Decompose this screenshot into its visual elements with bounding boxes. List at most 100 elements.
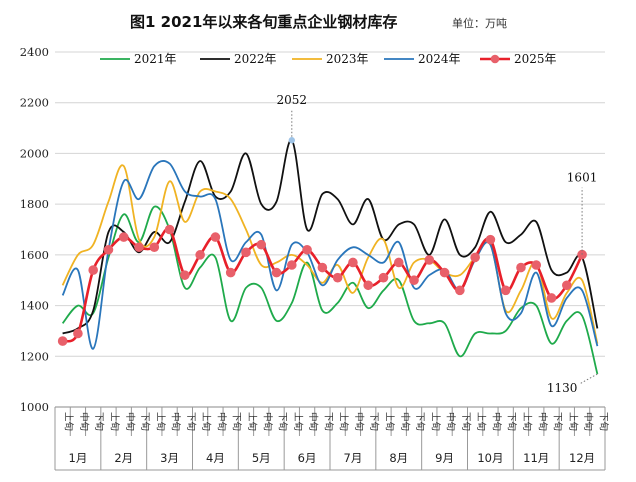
x-tick-label: 下旬 [277, 412, 289, 431]
data-point [73, 328, 83, 339]
x-tick-label: 中旬 [353, 412, 365, 431]
x-tick-label: 上旬 [154, 412, 166, 431]
x-tick-label: 中旬 [261, 412, 273, 431]
data-point [378, 272, 389, 283]
legend-label: 2021年 [134, 52, 177, 66]
x-tick-label: 下旬 [460, 412, 472, 431]
x-tick-label: 下旬 [552, 412, 564, 431]
month-label: 12月 [569, 451, 595, 465]
annotation-label: 1601 [567, 171, 598, 185]
series-line-2024年 [61, 160, 599, 350]
x-tick-label: 下旬 [93, 412, 105, 431]
x-axis: 上旬 中旬 下旬 上旬 中旬 下旬 上旬 中旬 下旬 上旬 中旬 下旬 上旬 中旬 下旬 上旬 中旬 下旬 上旬 中旬… [54, 406, 609, 471]
x-tick-label: 中旬 [399, 412, 411, 431]
data-point [348, 257, 358, 268]
series-lines [61, 139, 599, 375]
x-tick-label: 下旬 [506, 412, 518, 431]
month-label: 6月 [298, 451, 317, 465]
data-point [485, 234, 496, 245]
x-tick-label: 中旬 [536, 412, 548, 431]
data-point [164, 224, 175, 235]
month-label: 4月 [206, 451, 225, 465]
legend-label: 2023年 [326, 52, 369, 66]
x-tick-label: 上旬 [475, 412, 487, 431]
data-point [57, 336, 68, 346]
y-axis: 1000 1200 1400 1600 1800 2000 2200 2400 [20, 45, 49, 414]
x-tick-label: 上旬 [200, 412, 212, 431]
month-label: 7月 [344, 451, 363, 465]
month-label: 10月 [477, 451, 503, 465]
y-tick-label: 2200 [20, 96, 49, 110]
x-tick-label: 下旬 [368, 412, 380, 431]
legend-marker [490, 54, 500, 64]
x-tick-label: 中旬 [582, 412, 594, 431]
y-tick-label: 1600 [20, 248, 49, 262]
month-label: 9月 [435, 451, 454, 465]
month-label: 5月 [252, 451, 271, 465]
x-tick-label: 中旬 [124, 412, 136, 431]
month-label: 3月 [160, 451, 179, 465]
month-label: 1月 [69, 451, 88, 465]
x-tick-label: 上旬 [383, 412, 395, 431]
legend-label: 2024年 [418, 52, 461, 66]
data-point [332, 272, 343, 283]
x-tick-label: 上旬 [108, 412, 120, 431]
data-point [118, 232, 129, 242]
data-point [271, 267, 282, 278]
y-tick-label: 1200 [20, 349, 49, 363]
gridlines [55, 51, 605, 408]
data-point [455, 285, 465, 296]
data-point [195, 250, 205, 260]
legend-label: 2022年 [234, 52, 277, 66]
month-label: 8月 [389, 451, 408, 465]
x-tick-label: 中旬 [490, 412, 502, 431]
x-tick-label: 下旬 [322, 412, 334, 431]
data-point [393, 257, 404, 268]
annotation-highlight [288, 137, 296, 144]
data-point [546, 293, 557, 303]
legend-label: 2025年 [514, 52, 557, 66]
x-tick-label: 下旬 [139, 412, 151, 431]
data-point [500, 285, 511, 296]
data-point [210, 232, 221, 242]
data-point [256, 239, 267, 250]
series-line-2022年 [62, 139, 599, 335]
data-point [470, 252, 480, 263]
series-markers [57, 224, 587, 346]
x-tick-label: 中旬 [78, 412, 90, 431]
y-tick-label: 2000 [20, 146, 49, 160]
data-point [424, 255, 435, 265]
data-point [287, 260, 297, 270]
series-line-2021年 [61, 205, 599, 375]
x-tick-label: 上旬 [63, 412, 75, 431]
x-tick-label: 中旬 [307, 412, 319, 431]
data-point [241, 247, 251, 258]
annotation-label: 2052 [277, 93, 308, 107]
data-point [180, 270, 190, 280]
x-tick-label: 上旬 [521, 412, 533, 431]
chart-unit: 单位：万吨 [452, 16, 507, 30]
data-point [317, 262, 328, 273]
data-point [88, 265, 98, 275]
month-label: 2月 [114, 451, 133, 465]
data-point [562, 280, 572, 291]
x-tick-label: 中旬 [170, 412, 182, 431]
data-point [531, 260, 542, 270]
legend: 2021年 2022年 2023年 2024年 2025年 [100, 52, 557, 66]
data-point [103, 244, 114, 255]
x-tick-label: 下旬 [185, 412, 197, 431]
x-tick-label: 上旬 [292, 412, 304, 431]
x-tick-label: 下旬 [231, 412, 243, 431]
data-point [439, 267, 450, 278]
x-tick-label: 下旬 [597, 412, 609, 431]
y-tick-label: 2400 [20, 45, 49, 59]
annotations: 2052 1601 1130 [277, 93, 598, 395]
chart-title: 图1 2021年以来各旬重点企业钢材库存 [130, 13, 397, 31]
annotation-leader [579, 373, 598, 385]
data-point [225, 267, 236, 278]
x-tick-label: 下旬 [414, 412, 426, 431]
y-tick-label: 1400 [20, 299, 49, 313]
annotation-label: 1130 [547, 381, 578, 395]
data-point [149, 242, 160, 253]
